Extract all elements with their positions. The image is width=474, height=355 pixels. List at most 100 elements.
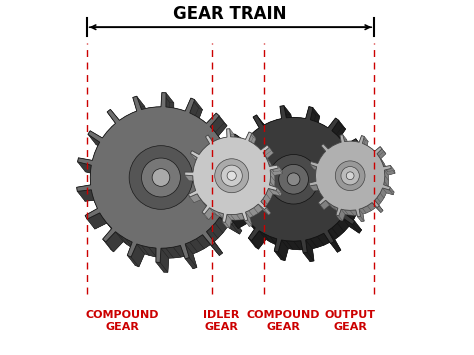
Polygon shape — [245, 164, 253, 178]
Polygon shape — [221, 164, 240, 176]
Polygon shape — [223, 137, 231, 143]
Polygon shape — [309, 183, 313, 191]
Polygon shape — [92, 153, 102, 170]
Polygon shape — [98, 142, 108, 157]
Polygon shape — [320, 200, 329, 210]
Polygon shape — [264, 207, 271, 215]
Polygon shape — [310, 108, 319, 129]
Polygon shape — [90, 131, 110, 148]
Polygon shape — [116, 232, 127, 245]
Polygon shape — [277, 165, 283, 174]
Polygon shape — [126, 239, 140, 252]
Polygon shape — [235, 136, 245, 149]
Polygon shape — [231, 170, 239, 187]
Polygon shape — [225, 214, 231, 228]
Polygon shape — [365, 195, 373, 207]
Polygon shape — [252, 231, 266, 249]
Polygon shape — [229, 216, 238, 229]
Polygon shape — [160, 248, 169, 272]
Polygon shape — [355, 179, 362, 195]
Polygon shape — [270, 168, 283, 175]
Polygon shape — [112, 123, 123, 137]
Polygon shape — [270, 120, 283, 131]
Polygon shape — [246, 132, 253, 145]
Polygon shape — [207, 232, 223, 253]
Text: GEAR TRAIN: GEAR TRAIN — [173, 5, 287, 23]
Polygon shape — [359, 208, 366, 214]
Circle shape — [221, 165, 242, 186]
Polygon shape — [326, 200, 332, 207]
Polygon shape — [220, 189, 228, 202]
Polygon shape — [310, 162, 315, 169]
Polygon shape — [222, 208, 232, 223]
Polygon shape — [345, 209, 355, 222]
Polygon shape — [77, 185, 99, 197]
Circle shape — [339, 166, 369, 196]
Polygon shape — [107, 112, 123, 133]
Polygon shape — [87, 213, 108, 229]
Polygon shape — [229, 160, 238, 175]
Polygon shape — [340, 135, 345, 147]
Polygon shape — [254, 144, 263, 153]
Polygon shape — [303, 252, 314, 262]
Polygon shape — [332, 120, 346, 139]
Polygon shape — [256, 115, 270, 134]
Polygon shape — [306, 240, 314, 261]
Polygon shape — [363, 136, 368, 148]
Circle shape — [346, 172, 354, 180]
Circle shape — [129, 146, 193, 209]
Polygon shape — [274, 239, 283, 260]
Polygon shape — [213, 210, 222, 218]
Polygon shape — [366, 166, 374, 178]
Polygon shape — [190, 194, 201, 202]
Circle shape — [137, 155, 201, 219]
Polygon shape — [222, 214, 228, 227]
Polygon shape — [354, 166, 374, 176]
Polygon shape — [110, 109, 127, 130]
Polygon shape — [77, 190, 99, 201]
Polygon shape — [219, 217, 239, 234]
Polygon shape — [119, 116, 133, 130]
Polygon shape — [106, 232, 123, 252]
Polygon shape — [258, 147, 265, 155]
Polygon shape — [234, 196, 243, 212]
Polygon shape — [264, 122, 277, 134]
Polygon shape — [237, 137, 246, 144]
Polygon shape — [220, 191, 240, 202]
Polygon shape — [246, 211, 253, 218]
Polygon shape — [244, 193, 252, 207]
Polygon shape — [189, 134, 283, 228]
Polygon shape — [207, 113, 224, 133]
Circle shape — [335, 161, 365, 191]
Polygon shape — [185, 242, 198, 254]
Polygon shape — [206, 135, 212, 142]
Polygon shape — [196, 158, 201, 166]
Polygon shape — [377, 193, 384, 203]
Polygon shape — [185, 172, 197, 178]
Text: OUTPUT
GEAR: OUTPUT GEAR — [325, 310, 376, 332]
Polygon shape — [255, 128, 266, 139]
Polygon shape — [218, 138, 228, 145]
Polygon shape — [202, 202, 211, 211]
Polygon shape — [336, 208, 342, 220]
Polygon shape — [191, 98, 202, 109]
Polygon shape — [309, 106, 319, 116]
Polygon shape — [316, 170, 320, 181]
Polygon shape — [336, 118, 346, 129]
Polygon shape — [227, 129, 231, 143]
Polygon shape — [194, 161, 200, 172]
Circle shape — [269, 154, 319, 204]
Polygon shape — [239, 145, 249, 158]
Polygon shape — [268, 189, 281, 196]
Polygon shape — [127, 242, 140, 265]
Polygon shape — [193, 166, 198, 178]
Polygon shape — [317, 233, 331, 245]
Polygon shape — [213, 140, 222, 147]
Polygon shape — [191, 153, 201, 163]
Polygon shape — [321, 144, 327, 151]
Polygon shape — [190, 239, 204, 252]
Polygon shape — [317, 185, 321, 193]
Circle shape — [219, 164, 253, 198]
Polygon shape — [383, 165, 394, 171]
Polygon shape — [276, 187, 282, 196]
